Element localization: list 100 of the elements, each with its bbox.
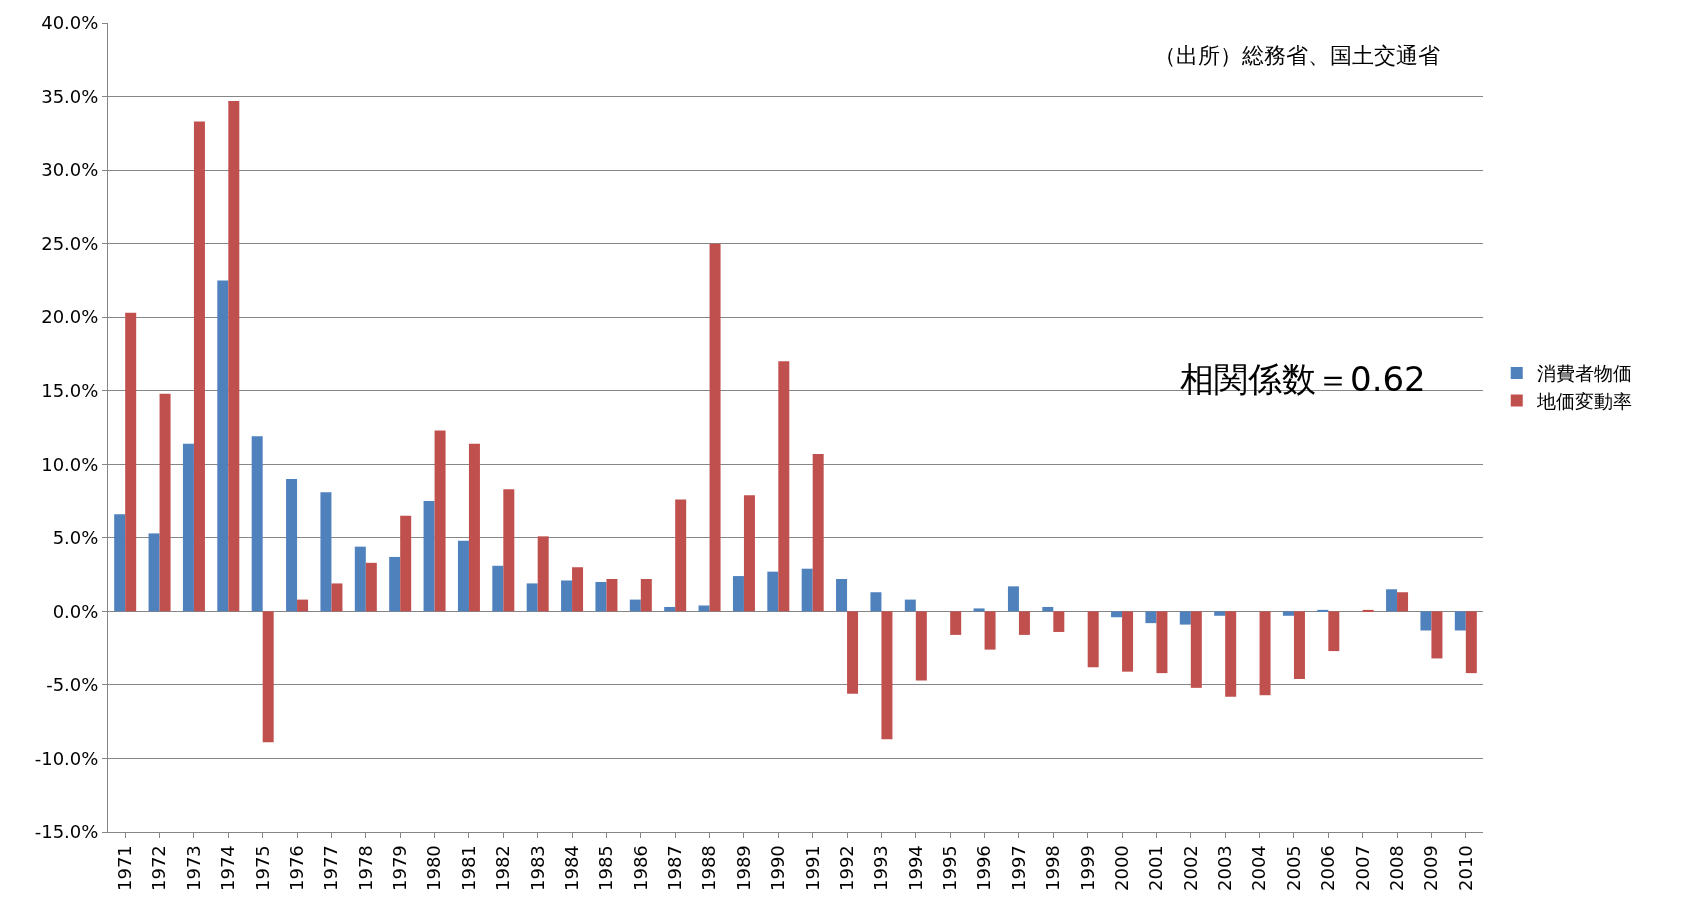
- bar: [159, 393, 171, 612]
- bar: [984, 611, 996, 650]
- bar: [468, 443, 480, 612]
- x-tick-label: 1998: [1042, 845, 1064, 892]
- bar: [389, 556, 401, 612]
- legend-label: 地価変動率: [1535, 390, 1632, 413]
- bar: [709, 243, 721, 612]
- bar: [537, 536, 549, 612]
- bar: [767, 571, 779, 612]
- x-tick-label: 1974: [217, 845, 239, 892]
- x-tick-label: 1986: [629, 845, 651, 892]
- bar: [526, 583, 538, 612]
- bar: [698, 605, 710, 612]
- x-tick-label: 1993: [870, 845, 892, 892]
- y-tick-label: 30.0%: [41, 159, 99, 181]
- x-tick-label: 1972: [148, 845, 170, 892]
- x-tick-label: 1985: [595, 845, 617, 892]
- bar: [1007, 586, 1019, 612]
- x-tick-label: 1978: [354, 845, 376, 892]
- x-tick-label: 1994: [904, 845, 926, 892]
- bar: [400, 515, 412, 612]
- bar: [251, 436, 263, 612]
- bar: [1431, 611, 1443, 659]
- bar: [664, 606, 676, 612]
- y-tick-label: 5.0%: [52, 527, 99, 549]
- y-tick-label: -5.0%: [46, 674, 99, 696]
- x-tick-label: 1976: [285, 845, 307, 892]
- bar: [1420, 611, 1432, 631]
- bar: [973, 608, 985, 612]
- x-tick-label: 1975: [251, 845, 273, 892]
- x-tick-label: 1981: [457, 845, 479, 892]
- bar: [1214, 611, 1226, 616]
- bar: [881, 611, 893, 740]
- x-tick-label: 1990: [767, 845, 789, 892]
- x-tick-label: 1995: [939, 845, 961, 892]
- bar: [1282, 611, 1294, 616]
- x-tick-label: 2001: [1145, 845, 1167, 892]
- x-tick-label: 2010: [1454, 845, 1476, 892]
- bar: [1362, 609, 1374, 612]
- bar: [1293, 611, 1305, 680]
- bar: [629, 599, 641, 612]
- bar: [950, 611, 962, 635]
- x-tick-label: 1996: [973, 845, 995, 892]
- legend-label: 消費者物価: [1536, 362, 1632, 385]
- bar: [365, 562, 377, 612]
- bar: [354, 546, 366, 612]
- x-tick-label: 2002: [1179, 845, 1201, 892]
- bar: [492, 565, 504, 612]
- y-tick-label: 20.0%: [41, 306, 99, 328]
- annotation: 相関係数＝0.62: [1180, 359, 1426, 399]
- bar: [743, 495, 755, 612]
- bar: [114, 514, 126, 612]
- bar: [675, 499, 687, 612]
- bar: [320, 492, 332, 612]
- bar: [572, 567, 584, 612]
- x-tick-label: 1997: [1007, 845, 1029, 892]
- x-tick-label: 2004: [1248, 845, 1270, 892]
- y-tick-label: 15.0%: [41, 380, 99, 402]
- bar: [228, 100, 240, 612]
- bar: [595, 581, 607, 612]
- bar: [1087, 611, 1099, 668]
- x-tick-label: 2008: [1385, 845, 1407, 892]
- x-tick-label: 1971: [114, 845, 136, 892]
- x-tick-label: 2003: [1214, 845, 1236, 892]
- bar: [1397, 592, 1409, 612]
- x-tick-label: 1988: [698, 845, 720, 892]
- bar: [457, 540, 469, 612]
- bar: [870, 592, 882, 612]
- bar: [286, 478, 298, 612]
- bar: [297, 599, 309, 612]
- bar: [331, 583, 343, 612]
- bar: [1179, 611, 1191, 625]
- bar: [904, 599, 916, 612]
- y-tick-label: 35.0%: [41, 85, 99, 107]
- bar: [262, 611, 274, 743]
- bar: [606, 579, 618, 612]
- x-tick-label: 1973: [182, 845, 204, 892]
- bar: [1328, 611, 1340, 652]
- bar: [778, 361, 790, 612]
- bar: [732, 576, 744, 612]
- x-tick-label: 2005: [1282, 845, 1304, 892]
- x-tick-label: 2006: [1317, 845, 1339, 892]
- bar: [148, 533, 160, 612]
- bar: [1259, 611, 1271, 696]
- bar: [503, 489, 515, 612]
- bar: [1122, 611, 1134, 672]
- bar: [423, 501, 435, 612]
- x-tick-label: 1977: [320, 845, 342, 892]
- bar: [1386, 589, 1398, 612]
- y-tick-label: -10.0%: [34, 747, 99, 769]
- bar: [1042, 606, 1054, 612]
- bar: [812, 453, 824, 612]
- x-tick-label: 1980: [423, 845, 445, 892]
- bar: [434, 430, 446, 612]
- bar: [1111, 611, 1123, 618]
- x-tick-label: 1992: [835, 845, 857, 892]
- y-tick-label: -15.0%: [34, 821, 99, 843]
- bar: [1053, 611, 1065, 632]
- x-tick-label: 2000: [1110, 845, 1132, 892]
- bar: [561, 580, 573, 612]
